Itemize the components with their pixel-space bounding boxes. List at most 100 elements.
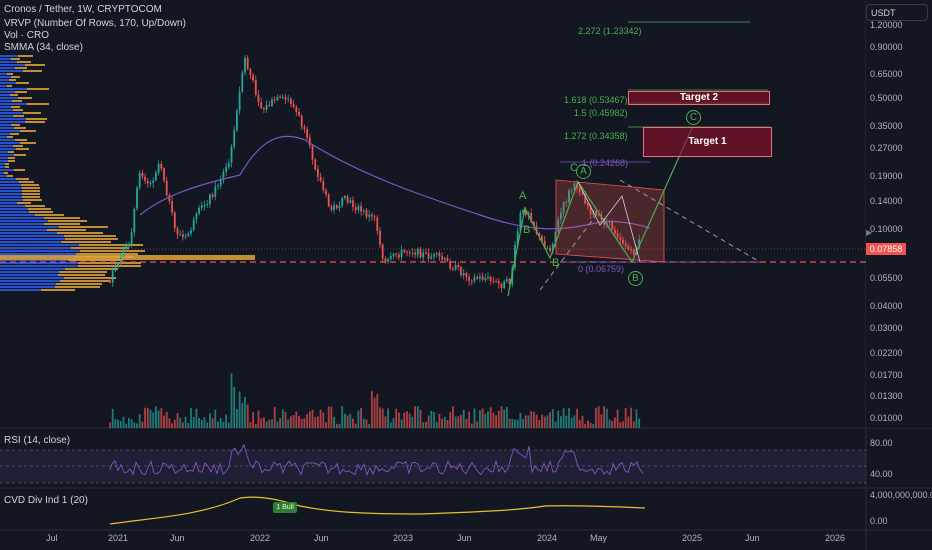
volume-bar <box>389 422 392 428</box>
volume-bar <box>511 418 514 428</box>
vrvp-bar <box>16 82 29 84</box>
volume-bar <box>319 409 322 428</box>
candle-body <box>349 200 352 203</box>
volume-bar <box>524 415 527 428</box>
candle-body <box>565 201 568 203</box>
vrvp-bar <box>0 196 22 198</box>
vrvp-bar <box>20 130 36 132</box>
vrvp-bar <box>0 133 10 135</box>
volume-bar <box>527 415 530 428</box>
vrvp-poc-bar <box>0 255 255 260</box>
volume-bar <box>395 408 398 428</box>
time-tick: 2022 <box>250 533 271 543</box>
vrvp-bar <box>60 280 109 282</box>
volume-bar <box>298 415 300 428</box>
volume-bar <box>608 419 611 428</box>
volume-bar <box>354 423 357 428</box>
volume-bar <box>163 415 165 428</box>
vrvp-bar <box>0 100 12 102</box>
vrvp-bar <box>21 184 39 186</box>
vrvp-bar <box>0 55 18 57</box>
candle-body <box>138 172 141 188</box>
legend-cvd[interactable]: CVD Div Ind 1 (20) <box>4 495 88 506</box>
volume-bar <box>281 409 284 428</box>
candle-body <box>373 216 376 218</box>
volume-bar <box>433 411 435 428</box>
volume-bar <box>403 412 406 428</box>
candle-body <box>176 228 179 235</box>
vrvp-bar <box>12 100 22 102</box>
volume-bar <box>338 423 341 428</box>
vrvp-bar <box>0 193 22 195</box>
time-tick: 2024 <box>537 533 558 543</box>
candle-body <box>425 252 427 254</box>
candle-body <box>376 217 379 231</box>
candle-body <box>470 280 473 282</box>
legend-rsi[interactable]: RSI (14, close) <box>4 435 71 446</box>
volume-bar <box>146 408 149 428</box>
vrvp-bar <box>0 109 13 111</box>
price-axis[interactable] <box>866 0 932 428</box>
candle-body <box>462 273 465 276</box>
expand-arrow-icon[interactable]: ▶ <box>866 228 873 237</box>
candle-body <box>441 256 443 260</box>
vrvp-bar <box>79 244 143 246</box>
volume-bar <box>630 407 632 428</box>
volume-bar <box>276 421 279 428</box>
volume-bar <box>619 422 622 428</box>
candle-body <box>560 212 562 220</box>
volume-bar <box>360 407 362 428</box>
candle-body <box>530 213 533 222</box>
volume-bar <box>211 418 214 428</box>
vrvp-bar <box>0 112 23 114</box>
candle-body <box>257 95 260 103</box>
candle-body <box>184 236 187 238</box>
volume-bar <box>519 412 522 428</box>
currency-button[interactable]: USDT <box>866 4 928 21</box>
vrvp-bar <box>11 58 20 60</box>
candle-body <box>163 168 165 181</box>
pattern-box <box>555 179 665 263</box>
vrvp-bar <box>7 85 12 87</box>
vrvp-bar <box>16 178 29 180</box>
time-tick: Jun <box>170 533 185 543</box>
volume-bar <box>341 406 344 428</box>
candle-body <box>322 180 325 191</box>
volume-bar <box>603 406 605 428</box>
legend-volume[interactable]: Vol · CRO <box>4 30 50 41</box>
volume-bar <box>430 410 433 428</box>
vrvp-bar <box>17 61 31 63</box>
candle-body <box>614 229 616 234</box>
candle-body <box>460 267 462 276</box>
volume-bar <box>638 418 641 428</box>
legend-vrvp[interactable]: VRVP (Number Of Rows, 170, Up/Down) <box>4 18 186 29</box>
volume-bar <box>241 402 244 428</box>
candle-body <box>292 104 295 107</box>
candle-body <box>268 104 271 106</box>
price-tick: 0.19000 <box>870 171 903 181</box>
candle-body <box>341 198 344 206</box>
volume-bar <box>600 414 603 428</box>
legend-symbol[interactable]: Cronos / Tether, 1W, CRYPTOCOM <box>4 4 162 15</box>
candle-body <box>449 261 452 269</box>
candle-body <box>495 281 497 283</box>
volume-bar <box>376 393 379 428</box>
vrvp-bar <box>0 85 7 87</box>
candle-body <box>638 239 641 248</box>
target-2-box[interactable]: Target 2 <box>628 91 770 105</box>
target-1-box[interactable]: Target 1 <box>643 127 772 157</box>
vrvp-bar <box>0 106 11 108</box>
candle-body <box>519 212 522 231</box>
volume-bar <box>268 419 271 428</box>
volume-bar <box>379 407 381 428</box>
legend-smma[interactable]: SMMA (34, close) <box>4 42 83 53</box>
vrvp-bar <box>18 97 32 99</box>
rsi-line <box>109 443 644 477</box>
candle-body <box>595 211 597 215</box>
candle-body <box>233 130 236 147</box>
vrvp-bar <box>27 103 49 105</box>
vrvp-bar <box>0 151 8 153</box>
candle-body <box>276 96 279 101</box>
projection-line <box>539 209 601 291</box>
